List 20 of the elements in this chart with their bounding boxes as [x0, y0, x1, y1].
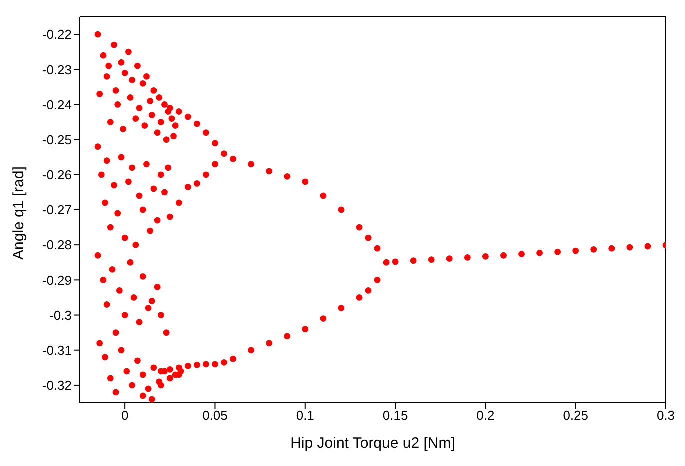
- y-tick-label: -0.22: [42, 27, 72, 42]
- y-tick-label: -0.29: [42, 272, 72, 288]
- y-tick-label: -0.31: [42, 342, 72, 358]
- x-tick-label: 0.25: [563, 408, 588, 424]
- x-tick-label: 0: [121, 408, 129, 424]
- y-tick-label: -0.3: [50, 308, 72, 323]
- x-axis-title: Hip Joint Torque u2 [Nm]: [290, 435, 456, 452]
- x-tick-label: 0.1: [296, 408, 314, 424]
- x-tick-label: 0.05: [202, 408, 228, 424]
- y-axis-title: Angle q1 [rad]: [10, 166, 28, 260]
- x-tick-label: 0.3: [656, 408, 676, 424]
- x-tick-label: 0.2: [476, 408, 495, 424]
- x-tick-label: 0.15: [382, 408, 408, 424]
- y-tick-label: -0.27: [42, 202, 72, 218]
- y-tick-label: -0.25: [42, 132, 72, 148]
- y-tick-label: -0.23: [42, 62, 72, 78]
- y-tick-label: -0.26: [42, 168, 72, 183]
- y-tick-label: -0.28: [42, 238, 72, 253]
- y-tick-label: -0.32: [42, 378, 72, 394]
- y-tick-label: -0.24: [42, 97, 72, 112]
